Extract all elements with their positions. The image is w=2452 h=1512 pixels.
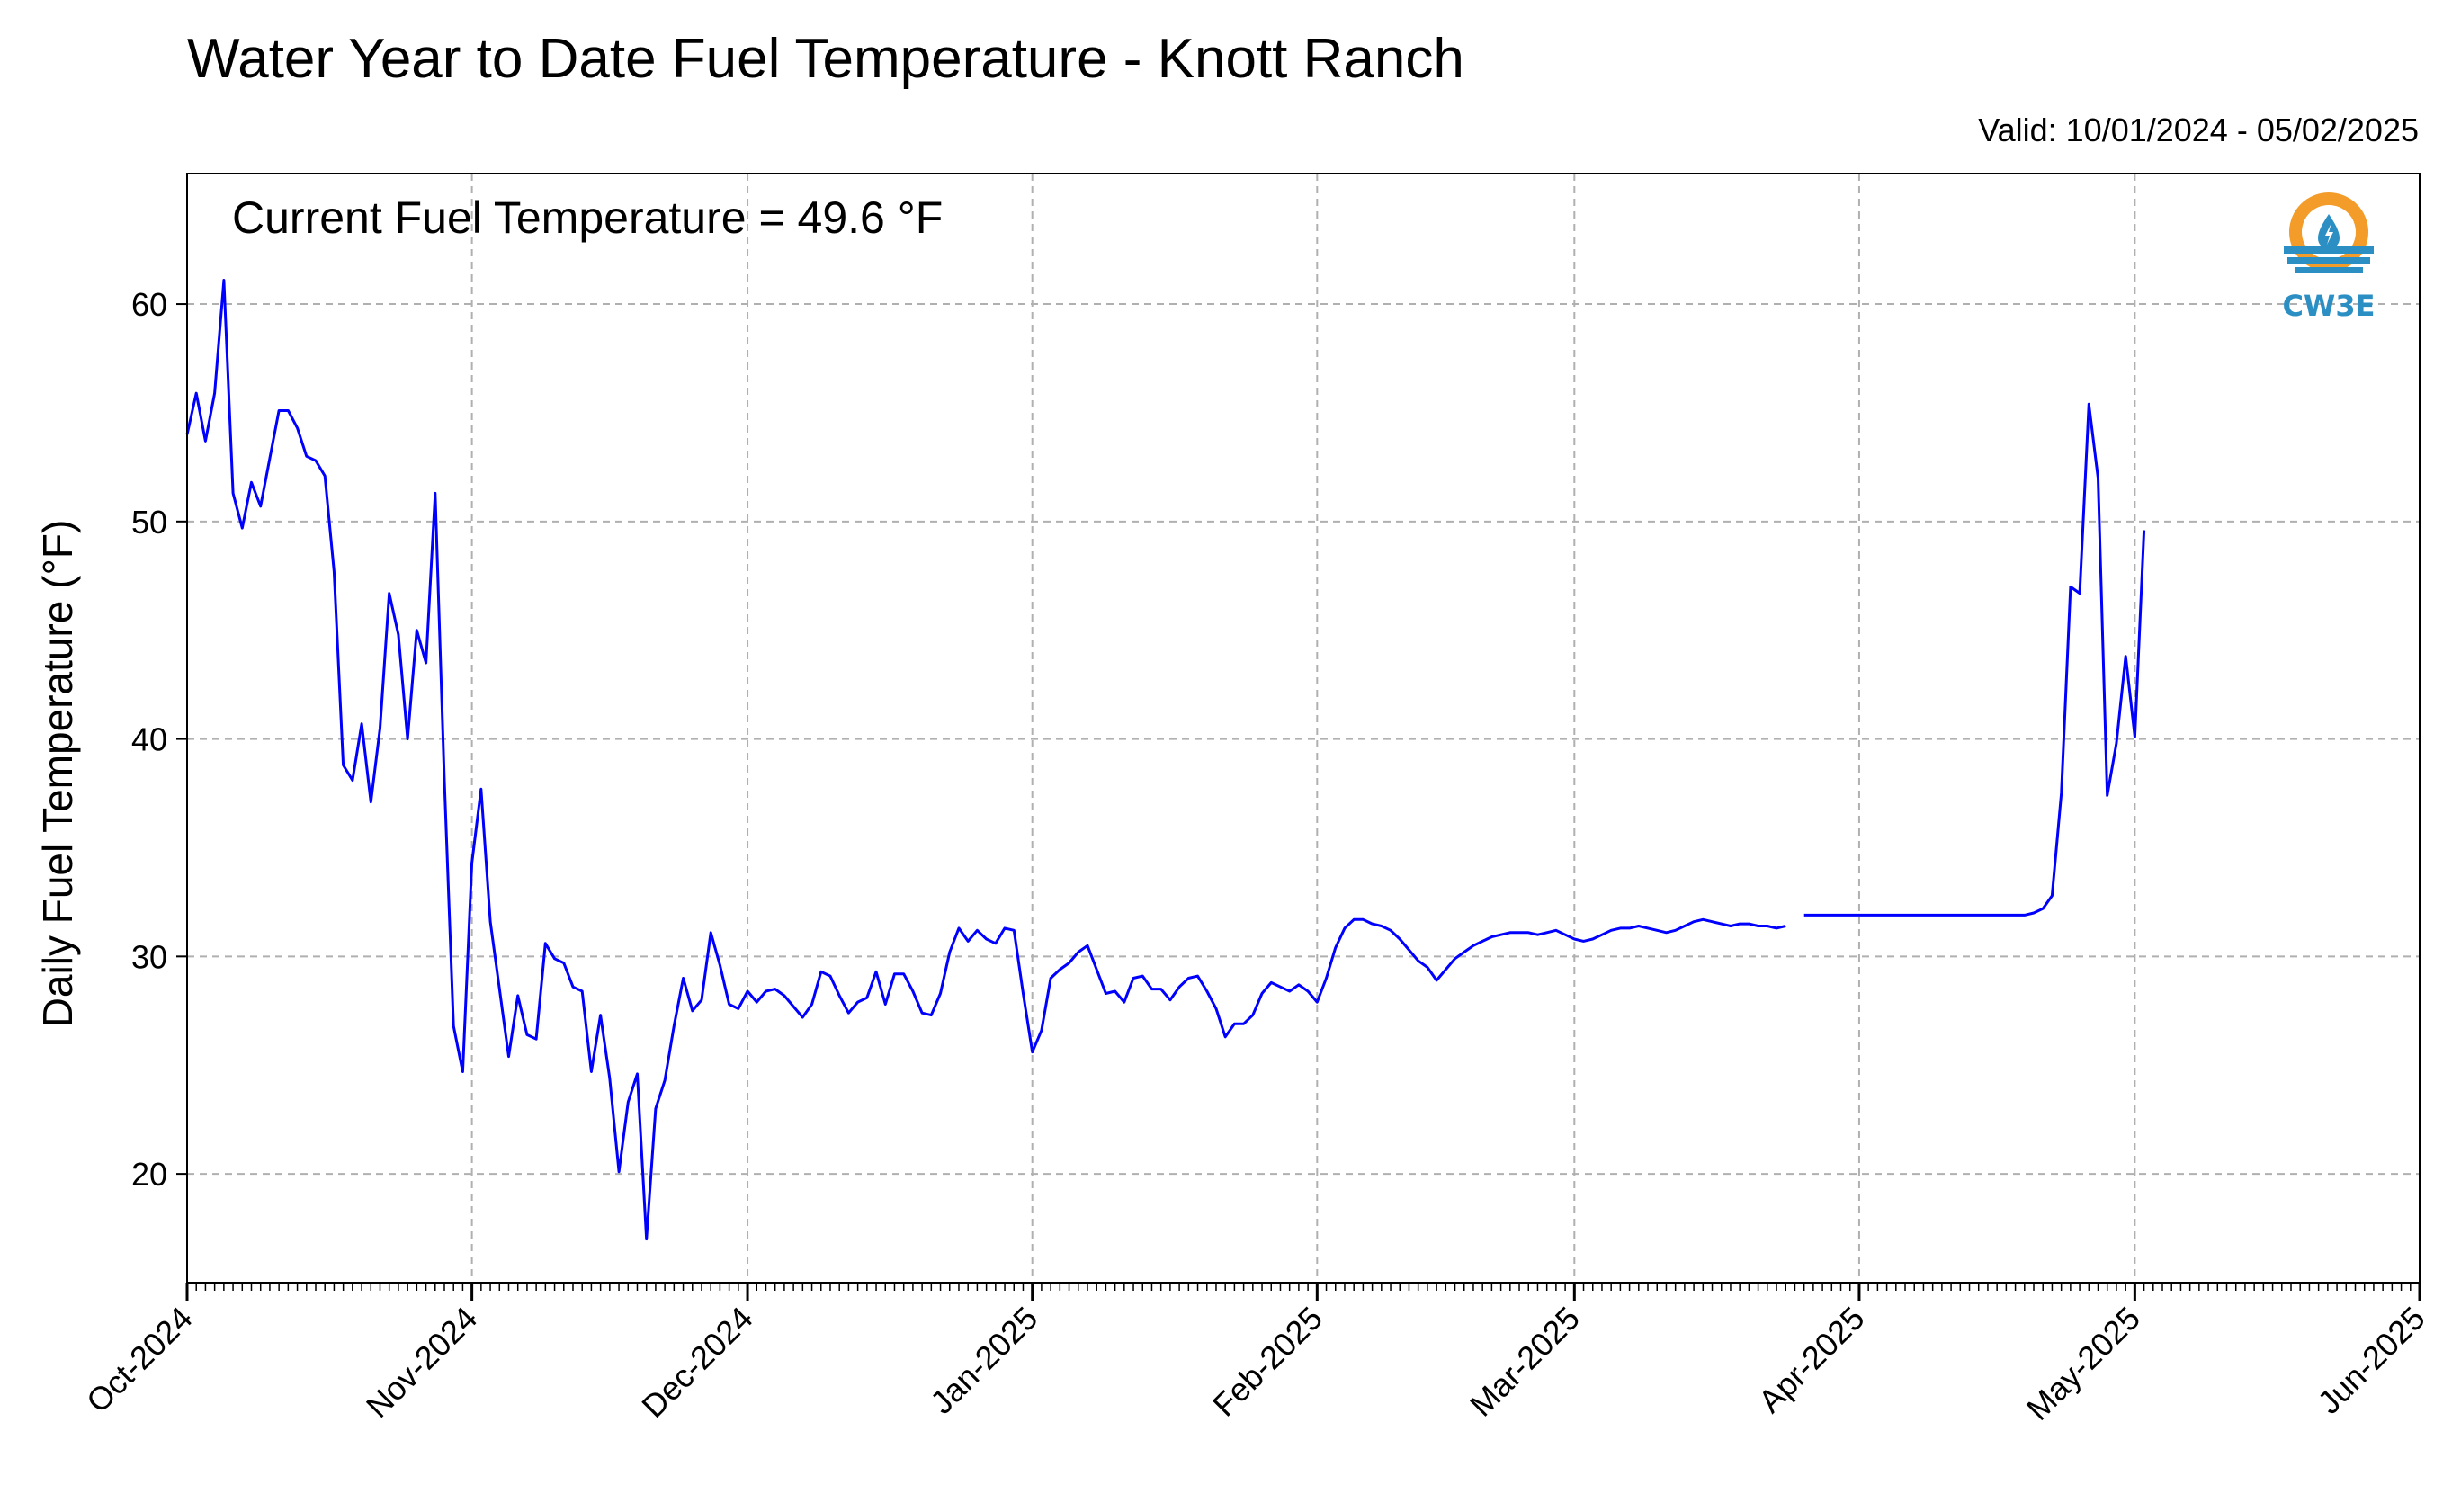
logo-wave-icon bbox=[2287, 257, 2370, 264]
x-tick-label: Nov-2024 bbox=[359, 1300, 484, 1425]
y-tick-label: 50 bbox=[131, 504, 167, 541]
fuel-temperature-line-segment bbox=[185, 279, 1786, 1241]
current-fuel-temperature-annotation: Current Fuel Temperature = 49.6 °F bbox=[232, 192, 943, 243]
grid bbox=[186, 174, 2421, 1283]
chart-title: Water Year to Date Fuel Temperature - Kn… bbox=[187, 28, 1464, 90]
y-tick-label: 60 bbox=[131, 286, 167, 323]
y-axis: 20 30 40 50 60 bbox=[131, 286, 187, 1193]
logo-bolt-icon bbox=[2325, 223, 2333, 245]
logo-wave-icon bbox=[2284, 246, 2374, 254]
y-tick-label: 20 bbox=[131, 1156, 167, 1193]
plot-area bbox=[186, 173, 2421, 1284]
x-tick-label: Dec-2024 bbox=[634, 1300, 759, 1425]
x-tick-label: Jun-2025 bbox=[2311, 1300, 2432, 1421]
logo-text: CW3E bbox=[2283, 289, 2376, 323]
fuel-temperature-line-segment bbox=[1803, 402, 2146, 917]
cw3e-logo: CW3E bbox=[2283, 192, 2376, 323]
y-tick-label: 40 bbox=[131, 721, 167, 758]
x-tick-label: Oct-2024 bbox=[79, 1300, 200, 1420]
logo-wave-icon bbox=[2295, 267, 2363, 273]
valid-date-range: Valid: 10/01/2024 - 05/02/2025 bbox=[1978, 112, 2419, 148]
y-tick-label: 30 bbox=[131, 938, 167, 975]
series-line bbox=[185, 279, 2146, 1241]
x-tick-label: Feb-2025 bbox=[1205, 1300, 1329, 1424]
y-axis-label: Daily Fuel Temperature (°F) bbox=[34, 520, 81, 1028]
x-tick-label: Apr-2025 bbox=[1751, 1300, 1872, 1420]
x-tick-label: Jan-2025 bbox=[923, 1300, 1044, 1421]
x-axis: Oct-2024 Nov-2024 Dec-2024 Jan-2025 Feb-2025… bbox=[79, 1283, 2432, 1427]
x-tick-label: May-2025 bbox=[2019, 1300, 2147, 1427]
x-minor-ticks bbox=[186, 1283, 2421, 1291]
x-tick-label: Mar-2025 bbox=[1463, 1300, 1587, 1424]
